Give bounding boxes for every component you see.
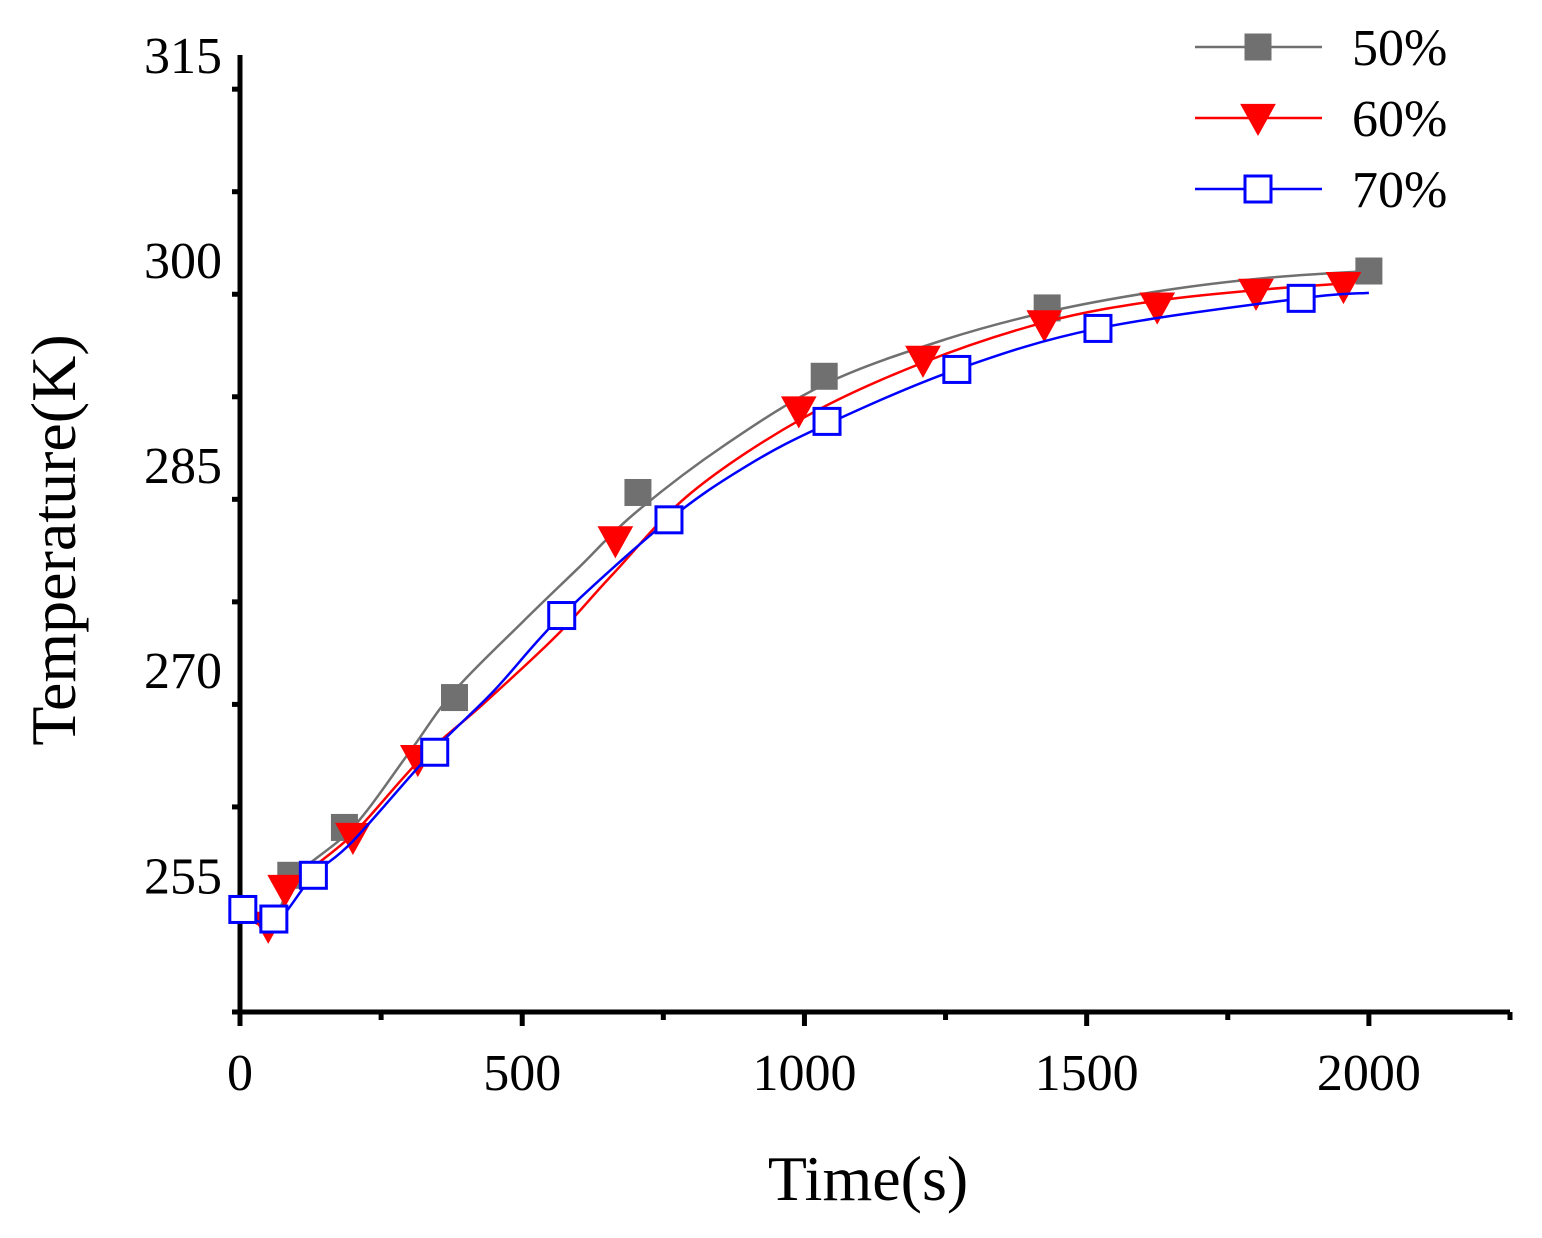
data-point (1238, 278, 1274, 311)
y-axis-title: Temperature(K) (18, 334, 89, 745)
legend-marker (1240, 103, 1276, 137)
data-point (420, 737, 450, 767)
series-line (239, 282, 1347, 929)
legend: 50% 60% 70% (1195, 20, 1447, 219)
data-point (812, 406, 842, 436)
data-point (942, 354, 972, 384)
data-point (547, 601, 577, 631)
legend-marker (1243, 174, 1273, 204)
data-point (259, 904, 289, 934)
y-tick-label: 285 (144, 438, 222, 495)
series-60pct (239, 271, 1362, 944)
data-point (1286, 283, 1316, 313)
data-point (810, 362, 838, 390)
y-tick-label: 270 (144, 643, 222, 700)
data-point (1325, 271, 1362, 305)
data-point (1139, 292, 1176, 325)
x-tick-label: 1500 (1035, 1045, 1139, 1102)
data-point (624, 478, 652, 506)
data-point (298, 860, 328, 890)
data-point (780, 396, 817, 429)
legend-label: 50% (1352, 20, 1447, 77)
x-axis-title: Time(s) (768, 1143, 968, 1214)
series-layer (228, 257, 1383, 944)
data-point (1026, 310, 1063, 343)
data-point (228, 894, 258, 924)
series-line (239, 291, 1369, 926)
x-tick-label: 2000 (1317, 1045, 1421, 1102)
data-point (1083, 313, 1113, 343)
x-tick-label: 1000 (752, 1045, 856, 1102)
y-tick-label: 255 (144, 848, 222, 905)
x-tick-label: 500 (483, 1045, 561, 1102)
series-70pct (228, 283, 1369, 934)
y-tick-label: 315 (144, 28, 222, 85)
y-tick-label: 300 (144, 233, 222, 290)
legend-marker (1244, 33, 1272, 61)
data-point (440, 684, 468, 712)
data-point (267, 874, 304, 907)
series-50pct (239, 257, 1383, 920)
axes: 255 270 285 300 315 0 500 1000 1500 2000 (144, 28, 1513, 1102)
data-point (654, 505, 684, 535)
data-point (597, 526, 634, 559)
x-tick-label: 0 (227, 1045, 253, 1102)
data-point (1355, 257, 1383, 285)
data-point (905, 345, 941, 378)
series-line (239, 269, 1369, 920)
legend-label: 60% (1352, 91, 1447, 148)
legend-label: 70% (1352, 162, 1447, 219)
